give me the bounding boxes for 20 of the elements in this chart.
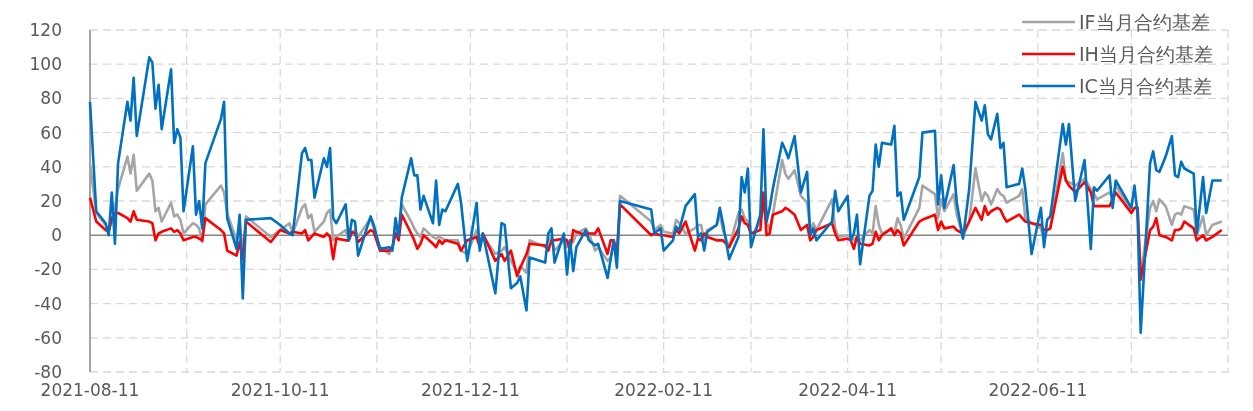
y-tick-label: 60 <box>40 122 62 143</box>
y-tick-label: 20 <box>40 191 62 211</box>
legend-label: IH当月合约基差 <box>1079 43 1213 65</box>
y-tick-label: 0 <box>51 225 62 246</box>
y-tick-label: -40 <box>34 293 62 314</box>
x-tick-label: 2021-08-11 <box>40 380 140 400</box>
legend-label: IF当月合约基差 <box>1079 11 1210 33</box>
y-tick-label: 100 <box>29 54 62 75</box>
y-tick-label: 80 <box>40 88 62 109</box>
y-tick-label: -60 <box>34 327 62 348</box>
y-tick-label: 120 <box>29 20 62 40</box>
x-tick-label: 2022-06-11 <box>988 380 1088 400</box>
legend-label: IC当月合约基差 <box>1079 75 1212 97</box>
x-tick-label: 2021-12-11 <box>420 380 520 400</box>
y-tick-label: -80 <box>34 362 62 382</box>
x-tick-label: 2021-10-11 <box>230 380 330 400</box>
x-tick-label: 2022-04-11 <box>798 380 898 400</box>
x-tick-label: 2022-02-11 <box>614 380 714 400</box>
y-tick-label: -20 <box>34 259 62 280</box>
y-tick-label: 40 <box>40 156 62 177</box>
